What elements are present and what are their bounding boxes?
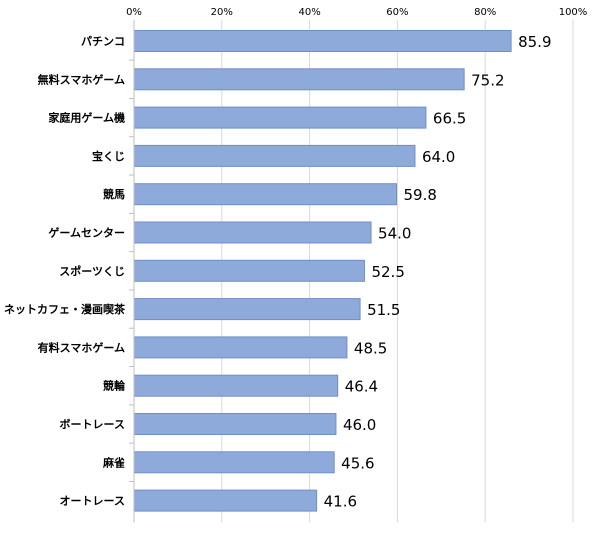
x-tick-label: 60% — [386, 7, 408, 18]
category-label: 有料スマホゲーム — [38, 340, 125, 354]
category-label: スポーツくじ — [59, 264, 125, 278]
category-label: ゲームセンター — [48, 226, 125, 240]
bar — [133, 106, 427, 129]
bar — [133, 489, 318, 512]
bar — [133, 68, 465, 91]
category-label: ネットカフェ・漫画喫茶 — [4, 302, 126, 316]
bar — [133, 336, 348, 359]
bar — [133, 221, 372, 244]
data-label: 52.5 — [371, 263, 404, 281]
bar — [133, 30, 512, 52]
data-label: 54.0 — [378, 225, 411, 243]
x-tick-label: 20% — [211, 7, 233, 18]
data-label: 85.9 — [518, 33, 551, 51]
category-label: ボートレース — [60, 417, 125, 431]
category-label: 宝くじ — [92, 149, 125, 163]
bar — [133, 298, 361, 321]
data-label: 46.0 — [343, 416, 376, 434]
data-label: 59.8 — [404, 186, 437, 204]
bars — [133, 30, 512, 512]
category-label: パチンコ — [81, 35, 125, 48]
data-label: 45.6 — [341, 454, 374, 472]
data-label: 41.6 — [324, 493, 357, 511]
bar — [133, 183, 398, 206]
x-axis-ticks: 0% 20% 40% 60% 80% 100% — [126, 7, 587, 18]
category-label: オートレース — [60, 495, 125, 508]
x-tick-label: 40% — [298, 7, 320, 18]
category-label: 家庭用ゲーム機 — [48, 111, 125, 125]
data-label: 64.0 — [422, 148, 455, 166]
category-label: 無料スマホゲーム — [38, 72, 125, 86]
x-tick-label: 0% — [126, 7, 142, 18]
bar — [133, 413, 337, 435]
category-label: 麻雀 — [102, 455, 125, 469]
x-tick-label: 100% — [559, 7, 588, 18]
data-label: 75.2 — [471, 71, 504, 89]
bar — [133, 259, 365, 282]
data-labels: 85.9 75.2 66.5 64.0 59.8 54.0 52.5 51.5 48.5 46.4… — [324, 33, 552, 511]
bar — [133, 374, 339, 397]
x-tick-label: 80% — [474, 7, 496, 18]
category-label: 競輪 — [103, 379, 126, 393]
category-labels: パチンコ無料スマホゲーム家庭用ゲーム機宝くじ競馬ゲームセンタースポーツくじネット… — [4, 35, 134, 508]
gridlines — [221, 20, 574, 523]
data-label: 51.5 — [367, 301, 400, 319]
data-label: 46.4 — [345, 378, 378, 396]
bar — [133, 144, 416, 167]
bar — [133, 451, 335, 474]
data-label: 48.5 — [354, 339, 387, 357]
category-label: 競馬 — [103, 187, 125, 201]
data-label: 66.5 — [433, 110, 466, 128]
